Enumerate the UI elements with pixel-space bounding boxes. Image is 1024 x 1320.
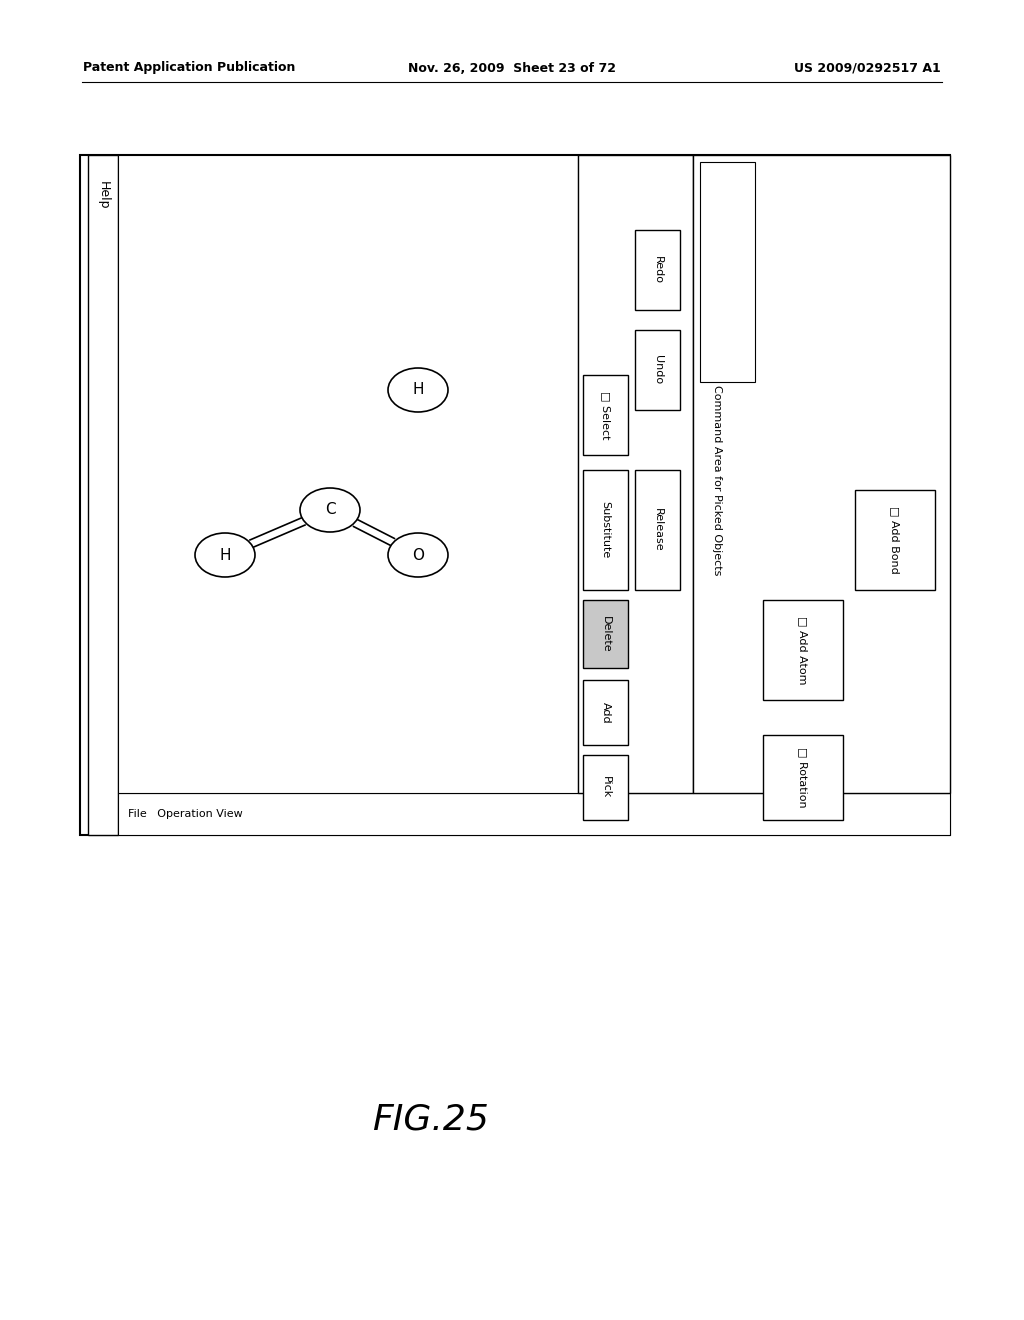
Ellipse shape xyxy=(300,488,360,532)
Text: Release: Release xyxy=(652,508,663,552)
Bar xyxy=(583,755,628,820)
Bar xyxy=(80,154,950,836)
Text: H: H xyxy=(413,383,424,397)
Text: □ Add Bond: □ Add Bond xyxy=(890,506,900,574)
Bar xyxy=(635,470,680,590)
Text: Pick: Pick xyxy=(600,776,610,799)
Text: C: C xyxy=(325,503,335,517)
Text: Patent Application Publication: Patent Application Publication xyxy=(83,62,295,74)
Text: File   Operation View: File Operation View xyxy=(128,809,243,818)
Text: Help: Help xyxy=(96,181,110,210)
Bar xyxy=(583,470,628,590)
Bar xyxy=(583,680,628,744)
Bar xyxy=(635,230,680,310)
Text: H: H xyxy=(219,548,230,562)
Text: Nov. 26, 2009  Sheet 23 of 72: Nov. 26, 2009 Sheet 23 of 72 xyxy=(408,62,616,74)
Bar xyxy=(700,162,755,381)
Text: US 2009/0292517 A1: US 2009/0292517 A1 xyxy=(795,62,941,74)
Bar xyxy=(855,490,935,590)
Text: □ Select: □ Select xyxy=(600,391,610,440)
Text: Redo: Redo xyxy=(652,256,663,284)
Bar xyxy=(583,375,628,455)
Text: Command Area for Picked Objects: Command Area for Picked Objects xyxy=(712,385,722,576)
Bar xyxy=(578,154,693,793)
Bar xyxy=(763,601,843,700)
Bar xyxy=(693,154,950,793)
Text: □ Add Atom: □ Add Atom xyxy=(798,615,808,684)
Text: Delete: Delete xyxy=(600,615,610,652)
Ellipse shape xyxy=(388,533,449,577)
Bar xyxy=(88,154,118,836)
Bar xyxy=(635,330,680,411)
Text: FIG.25: FIG.25 xyxy=(372,1104,488,1137)
Bar xyxy=(118,793,950,836)
Text: Undo: Undo xyxy=(652,355,663,384)
Text: Substitute: Substitute xyxy=(600,502,610,558)
Text: O: O xyxy=(412,548,424,562)
Text: Add: Add xyxy=(600,702,610,723)
Bar xyxy=(118,154,578,793)
Bar xyxy=(583,601,628,668)
Ellipse shape xyxy=(195,533,255,577)
Text: □ Rotation: □ Rotation xyxy=(798,747,808,808)
Bar xyxy=(763,735,843,820)
Ellipse shape xyxy=(388,368,449,412)
